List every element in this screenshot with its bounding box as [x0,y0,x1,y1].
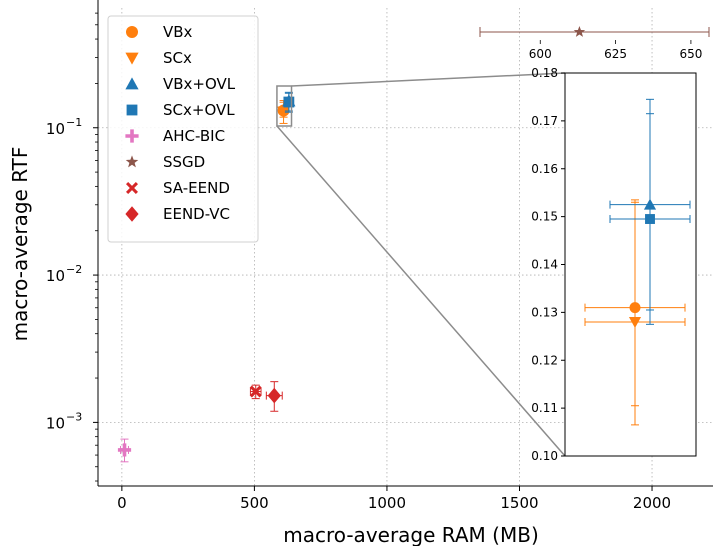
legend-label: SSGD [163,153,205,171]
marker [249,385,262,398]
y-tick-label: 10 [46,414,65,432]
legend-marker [125,77,139,90]
legend-marker [126,104,138,116]
legend-marker [125,206,139,222]
inset-y-tick-label: 0.16 [531,162,558,176]
data-point-ahc-bic [117,438,132,463]
legend-marker [125,155,139,168]
inset-y-tick-label: 0.11 [531,401,558,415]
marker [628,317,642,328]
legend-entry: SSGD [125,153,205,171]
inset-frame [564,72,697,457]
legend-label: SCx [163,49,192,67]
legend: VBx SCx VBx+OVL SCx+OVL AHC-BIC SSGD SA-EEND EE… [107,15,259,243]
legend-entry: SCx [125,49,192,67]
zoom-connector-line [291,72,566,87]
y-tick-label: 10 [46,267,65,285]
legend-label: SA-EEND [163,179,230,197]
zoom-connector-line [276,125,566,457]
legend-entry: EEND-VC [125,205,230,223]
legend-marker [126,182,138,194]
marker [283,96,295,108]
zoom-region-box [276,85,293,127]
inset-y-tick-label: 0.13 [531,305,558,319]
legend-label: EEND-VC [163,205,230,223]
legend-label: VBx+OVL [163,75,236,93]
ssgd-axis-tick-label: 650 [679,47,702,61]
legend-marker [125,129,139,143]
data-point-sa-eend [249,384,262,400]
y-tick-label: 10 [46,120,65,138]
legend-label: SCx+OVL [163,101,235,119]
inset-y-tick-label: 0.12 [531,353,558,367]
inset-point-scx [584,201,686,426]
inset-point-scx-ovl [609,113,691,325]
y-tick-exponent: −3 [66,410,82,423]
ssgd-axis-tick-label: 625 [604,47,627,61]
legend-frame [107,15,259,243]
marker [267,387,281,404]
legend-entry: AHC-BIC [125,127,225,145]
legend-marker [125,52,139,65]
data-point-eend-vc [265,381,283,412]
inset-y-tick-label: 0.18 [531,66,558,80]
x-axis-title: macro-average RAM (MB) [283,523,539,546]
inset-y-tick-label: 0.10 [531,449,558,463]
x-tick-label: 1500 [500,494,538,512]
inset-y-tick-label: 0.14 [531,258,558,272]
legend-entry: VBx+OVL [125,75,236,93]
data-point-ssgd [479,25,710,37]
y-axis-title: macro-average RTF [8,147,32,342]
inset-y-tick-label: 0.17 [531,114,558,128]
legend-marker [126,26,138,38]
marker [276,106,291,119]
inset-y-tick-label: 0.15 [531,210,558,224]
marks-layer [117,25,710,463]
ssgd-axis-tick-label: 600 [529,47,552,61]
y-tick-exponent: −2 [66,263,82,276]
legend-entry: SCx+OVL [126,101,235,119]
marker [645,214,655,224]
x-tick-label: 1000 [368,494,406,512]
x-tick-label: 2000 [633,494,671,512]
legend-entry: SA-EEND [126,179,230,197]
x-tick-label: 0 [117,494,127,512]
y-tick-exponent: −1 [66,116,82,129]
x-tick-label: 500 [240,494,269,512]
legend-label: VBx [163,23,193,41]
marker [573,25,586,37]
legend-entry: VBx [126,23,193,41]
legend-label: AHC-BIC [163,127,225,145]
marker [117,443,132,457]
inset: 0.10 0.11 0.12 0.13 0.14 0.15 0.16 0.17 0.18 [276,66,697,463]
